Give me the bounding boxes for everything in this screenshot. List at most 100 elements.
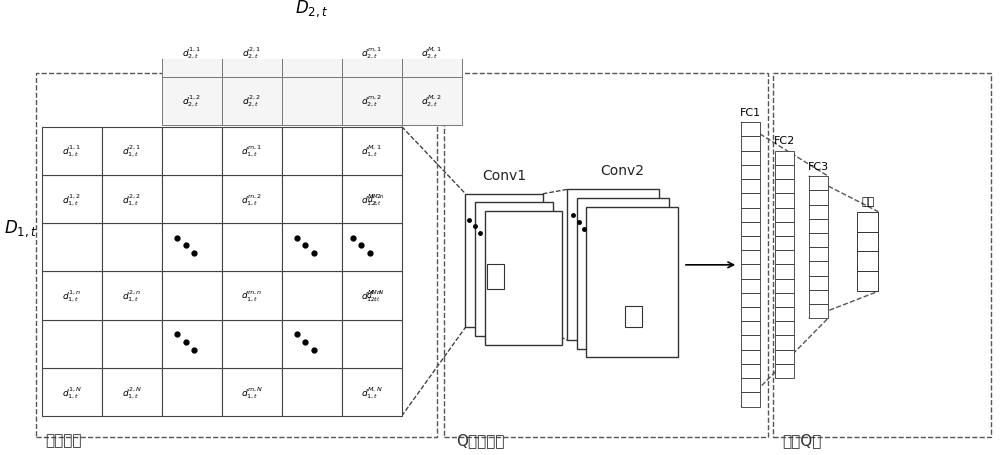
Bar [162, 127, 222, 176]
Bar [775, 152, 794, 166]
Bar [282, 77, 342, 126]
Text: FC1: FC1 [740, 108, 761, 118]
Bar [102, 176, 162, 223]
Bar [102, 320, 162, 368]
Text: $d_{2,t}^{m,1}$: $d_{2,t}^{m,1}$ [361, 46, 382, 61]
Text: $d_{2,t}^{M,n}$: $d_{2,t}^{M,n}$ [367, 192, 385, 207]
Bar [465, 194, 543, 328]
Bar [586, 207, 678, 358]
Bar [741, 137, 760, 152]
Text: $d_{1,t}^{m,n}$: $d_{1,t}^{m,n}$ [241, 289, 263, 303]
Bar [741, 308, 760, 322]
Bar [402, 77, 462, 126]
Bar [809, 276, 828, 290]
Bar [741, 265, 760, 279]
Bar [775, 194, 794, 208]
Bar [342, 77, 402, 126]
Text: $d_{1,t}^{1,1}$: $d_{1,t}^{1,1}$ [62, 144, 82, 159]
Bar [342, 29, 402, 77]
Bar [809, 248, 828, 262]
Bar [162, 29, 222, 77]
Bar [775, 180, 794, 194]
Bar [741, 222, 760, 237]
Bar [162, 272, 222, 320]
Text: $d_{2,t}^{1,2}$: $d_{2,t}^{1,2}$ [182, 94, 201, 109]
Text: $d_{1,t}^{2,2}$: $d_{1,t}^{2,2}$ [122, 192, 141, 207]
Bar [775, 293, 794, 308]
Bar [775, 208, 794, 222]
Bar [222, 127, 282, 176]
Bar [625, 306, 642, 328]
Text: FC2: FC2 [774, 136, 795, 146]
Bar [809, 219, 828, 233]
Text: $d_{2,t}^{1,1}$: $d_{2,t}^{1,1}$ [182, 46, 201, 61]
Bar [42, 176, 102, 223]
Bar [741, 336, 760, 350]
Bar [342, 368, 402, 416]
Bar [775, 237, 794, 251]
Bar [809, 177, 828, 191]
Bar [741, 378, 760, 393]
Bar [809, 205, 828, 219]
Bar [102, 127, 162, 176]
Bar [42, 368, 102, 416]
Text: 输出: 输出 [861, 197, 874, 207]
Bar [485, 212, 562, 345]
Bar [741, 123, 760, 137]
Text: $d_{2,t}^{m,2}$: $d_{2,t}^{m,2}$ [361, 94, 382, 109]
Bar [222, 320, 282, 368]
Bar [857, 212, 878, 232]
Bar [282, 176, 342, 223]
Text: $d_{2,t}^{M,1}$: $d_{2,t}^{M,1}$ [421, 46, 442, 61]
Bar [282, 223, 342, 272]
Bar [222, 272, 282, 320]
Bar [102, 368, 162, 416]
Text: $d_{1,t}^{m,N}$: $d_{1,t}^{m,N}$ [241, 384, 263, 400]
Text: $d_{1,t}^{1,N}$: $d_{1,t}^{1,N}$ [62, 384, 82, 400]
Bar [282, 29, 342, 77]
Bar [775, 322, 794, 336]
Text: $d_{2,t}^{M,N}$: $d_{2,t}^{M,N}$ [366, 288, 385, 303]
Bar [741, 194, 760, 208]
Bar [342, 127, 402, 176]
Bar [809, 304, 828, 318]
Bar [741, 152, 760, 166]
Bar [741, 166, 760, 180]
Bar [282, 320, 342, 368]
Text: $d_{1,t}^{m,1}$: $d_{1,t}^{m,1}$ [241, 144, 262, 159]
Bar [775, 265, 794, 279]
Text: $\boldsymbol{D_{2,t}}$: $\boldsymbol{D_{2,t}}$ [295, 0, 328, 19]
Bar [282, 127, 342, 176]
Bar [342, 176, 402, 223]
Bar [741, 208, 760, 222]
Bar [444, 74, 768, 437]
Text: $d_{2,t}^{M,2}$: $d_{2,t}^{M,2}$ [421, 94, 442, 109]
Bar [222, 77, 282, 126]
Bar [162, 77, 222, 126]
Bar [162, 223, 222, 272]
Text: $\boldsymbol{D_{1,t}}$: $\boldsymbol{D_{1,t}}$ [4, 218, 37, 238]
Bar [567, 190, 659, 340]
Bar [741, 364, 760, 378]
Bar [741, 293, 760, 308]
Text: FC3: FC3 [808, 162, 829, 172]
Bar [42, 127, 102, 176]
Bar [741, 279, 760, 293]
Bar [42, 272, 102, 320]
Bar [775, 251, 794, 265]
Bar [342, 320, 402, 368]
Text: $d_{1,t}^{2,1}$: $d_{1,t}^{2,1}$ [122, 144, 142, 159]
Text: 输出Q值: 输出Q值 [783, 432, 822, 447]
Text: $d_{2,t}^{2,1}$: $d_{2,t}^{2,1}$ [242, 46, 261, 61]
Bar [809, 262, 828, 276]
Bar [222, 223, 282, 272]
Text: $d_{2,t}^{2,2}$: $d_{2,t}^{2,2}$ [242, 94, 261, 109]
Bar [577, 199, 669, 349]
Bar [741, 237, 760, 251]
Bar [475, 203, 553, 336]
Text: $d_{1,t}^{m,2}$: $d_{1,t}^{m,2}$ [241, 192, 262, 207]
Bar [773, 74, 991, 437]
Text: $d_{1,t}^{1,2}$: $d_{1,t}^{1,2}$ [62, 192, 82, 207]
Text: $d_{1,t}^{M,N}$: $d_{1,t}^{M,N}$ [361, 384, 383, 400]
Bar [162, 320, 222, 368]
